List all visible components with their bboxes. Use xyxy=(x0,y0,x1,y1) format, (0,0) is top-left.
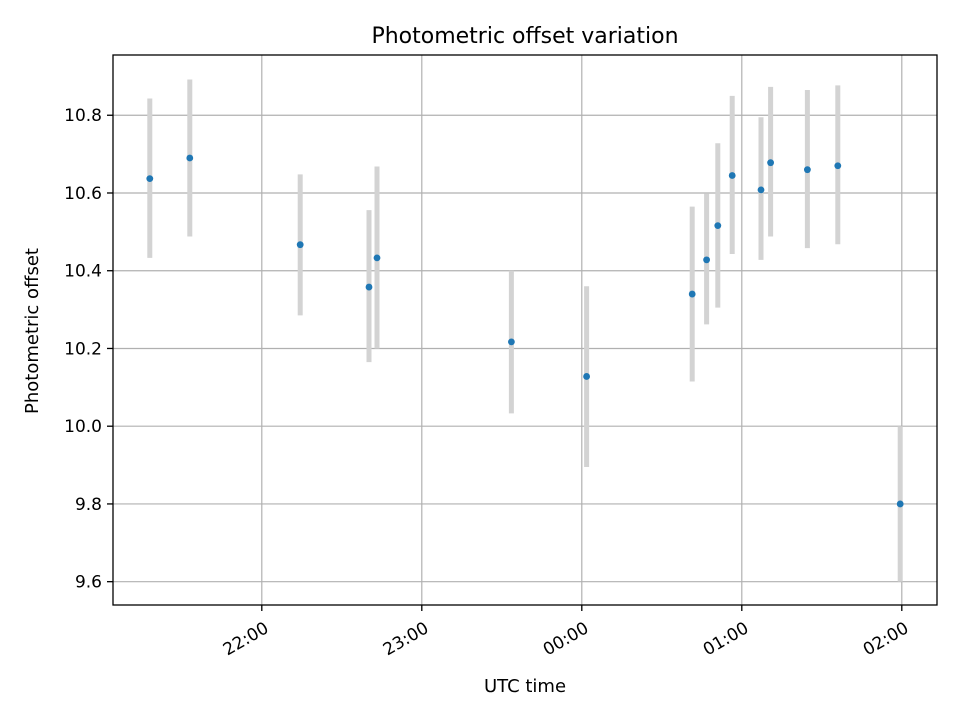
y-tick-label: 9.6 xyxy=(75,573,102,593)
x-tick-label: 02:00 xyxy=(860,618,912,660)
y-tick-label: 10.6 xyxy=(64,184,102,204)
data-point xyxy=(296,241,304,249)
y-tick-label: 10.8 xyxy=(64,106,102,126)
data-point xyxy=(186,154,194,162)
x-tick-label: 00:00 xyxy=(540,618,592,660)
y-tick-label: 9.8 xyxy=(75,495,102,515)
x-tick-label: 22:00 xyxy=(220,618,272,660)
data-point xyxy=(373,254,381,262)
data-point xyxy=(804,166,811,174)
data-point xyxy=(688,290,696,298)
data-point xyxy=(728,172,736,179)
chart-title: Photometric offset variation xyxy=(371,24,678,49)
data-points xyxy=(146,154,904,508)
data-point xyxy=(146,175,154,183)
data-point xyxy=(757,186,765,194)
grid-lines xyxy=(113,55,937,605)
data-point xyxy=(703,256,710,264)
x-axis-ticks: 22:00 23:00 00:00 01:00 02:00 xyxy=(220,605,912,660)
data-point xyxy=(834,162,842,170)
x-tick-label: 01:00 xyxy=(700,618,752,660)
y-tick-label: 10.0 xyxy=(64,417,102,437)
x-tick-label: 23:00 xyxy=(380,618,432,660)
y-tick-label: 10.4 xyxy=(64,262,102,282)
data-point xyxy=(714,222,722,230)
y-axis-label: Photometric offset xyxy=(22,248,43,414)
x-axis-label: UTC time xyxy=(484,676,566,697)
data-point xyxy=(896,500,904,508)
data-point xyxy=(365,283,373,291)
y-tick-label: 10.2 xyxy=(64,339,102,359)
plot-frame xyxy=(112,54,938,606)
data-point xyxy=(583,373,590,380)
y-axis-ticks: 9.6 9.8 10.0 10.2 10.4 10.6 10.8 xyxy=(64,106,113,593)
data-point xyxy=(767,159,774,167)
data-point xyxy=(508,338,515,346)
